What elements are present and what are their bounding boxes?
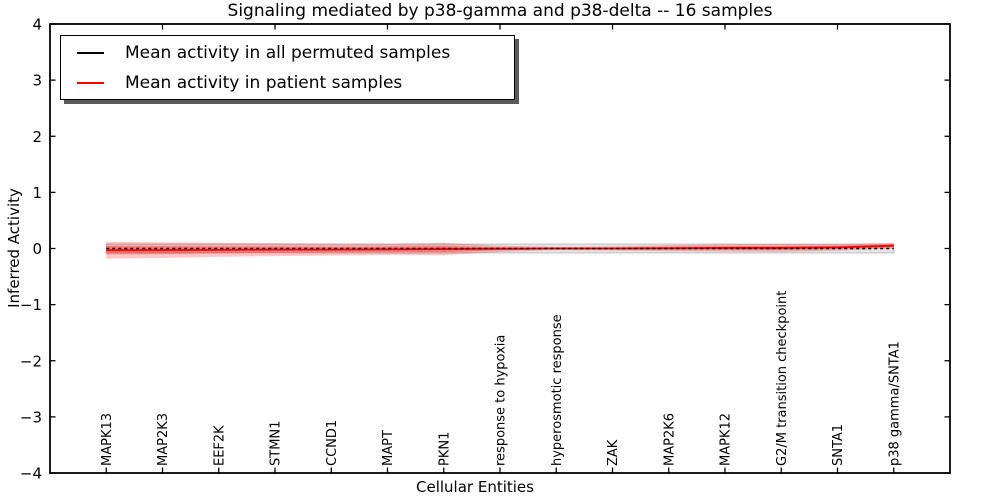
x-tick-label: SNTA1 bbox=[831, 424, 846, 466]
y-tick-label: 4 bbox=[32, 16, 42, 34]
x-tick-label: MAPK12 bbox=[719, 413, 734, 466]
y-tick-label: −3 bbox=[20, 408, 42, 426]
y-axis-label: Inferred Activity bbox=[5, 188, 23, 308]
legend-line-swatch-patient bbox=[77, 81, 104, 84]
x-tick-label: EEF2K bbox=[212, 425, 227, 466]
y-tick-label: 3 bbox=[32, 72, 42, 90]
x-tick-label: MAP2K3 bbox=[156, 413, 171, 466]
y-tick-label: −2 bbox=[20, 352, 42, 370]
legend-entry-permuted: Mean activity in all permuted samples bbox=[61, 38, 514, 68]
x-tick-label: p38 gamma/SNTA1 bbox=[887, 341, 902, 466]
x-tick-label: CCND1 bbox=[325, 420, 340, 466]
x-axis-label: Cellular Entities bbox=[416, 478, 534, 496]
x-tick-label: hyperosmotic response bbox=[550, 314, 565, 466]
legend-line-swatch-permuted bbox=[77, 51, 104, 54]
x-tick-label: ZAK bbox=[606, 439, 621, 466]
x-tick-label: G2/M transition checkpoint bbox=[775, 291, 790, 466]
y-tick-label: 0 bbox=[32, 240, 42, 258]
y-tick-label: −4 bbox=[20, 465, 42, 483]
x-tick-label: MAP2K6 bbox=[662, 413, 677, 466]
legend-label-permuted: Mean activity in all permuted samples bbox=[125, 42, 451, 63]
y-tick-label: 2 bbox=[32, 128, 42, 146]
patient-std-band-outer bbox=[106, 241, 894, 259]
x-tick-label: MAPT bbox=[381, 430, 396, 466]
x-tick-label: PKN1 bbox=[437, 432, 452, 466]
y-tick-label: 1 bbox=[32, 184, 42, 202]
chart-title: Signaling mediated by p38-gamma and p38-… bbox=[227, 1, 773, 21]
y-tick-label: −1 bbox=[20, 296, 42, 314]
legend-label-patient: Mean activity in patient samples bbox=[125, 72, 403, 93]
x-tick-label: MAPK13 bbox=[100, 413, 115, 466]
legend-entry-patient: Mean activity in patient samples bbox=[61, 68, 514, 98]
x-tick-label: STMN1 bbox=[269, 421, 284, 466]
x-tick-label: response to hypoxia bbox=[494, 335, 509, 466]
legend: Mean activity in all permuted samples Me… bbox=[60, 35, 515, 100]
